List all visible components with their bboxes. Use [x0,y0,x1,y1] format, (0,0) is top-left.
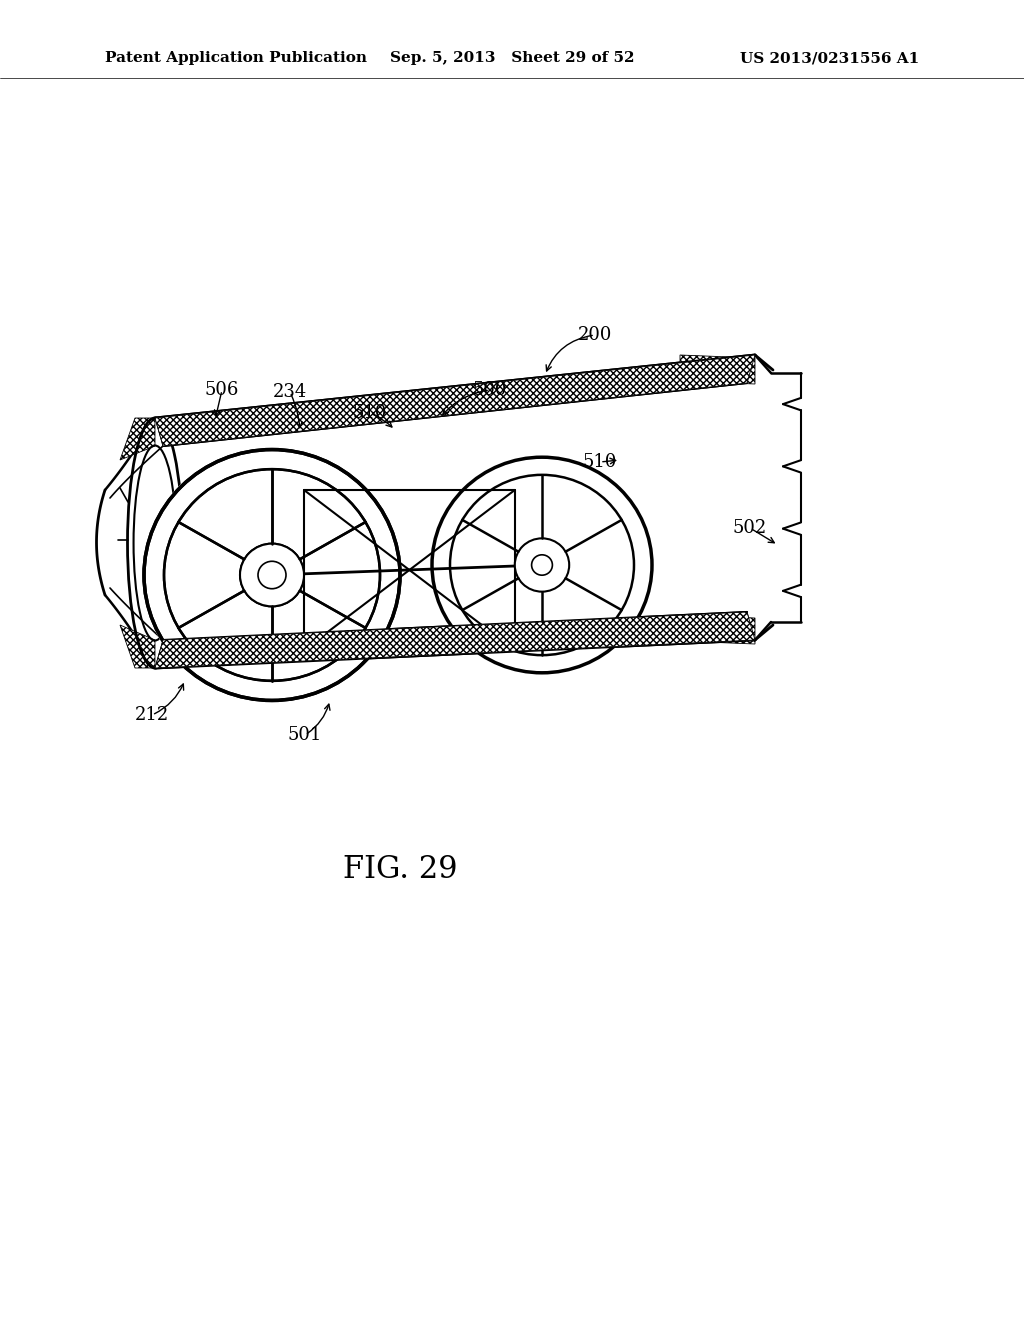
Ellipse shape [531,554,552,576]
Text: 500: 500 [473,381,507,399]
Ellipse shape [258,561,286,589]
Ellipse shape [240,544,304,606]
Polygon shape [120,418,155,459]
Ellipse shape [240,544,304,606]
Text: 506: 506 [205,381,240,399]
Polygon shape [155,612,755,668]
Text: Patent Application Publication: Patent Application Publication [105,51,367,65]
Polygon shape [155,355,755,446]
Polygon shape [155,355,755,446]
Text: 510: 510 [583,453,617,471]
Polygon shape [680,355,755,384]
Text: 212: 212 [135,706,169,723]
Ellipse shape [258,561,286,589]
Text: 501: 501 [288,726,323,744]
Text: Sep. 5, 2013   Sheet 29 of 52: Sep. 5, 2013 Sheet 29 of 52 [390,51,634,65]
Text: 234: 234 [272,383,307,401]
Ellipse shape [430,455,654,675]
Text: 502: 502 [733,519,767,537]
Polygon shape [155,612,755,668]
Text: 510: 510 [353,404,387,422]
Text: FIG. 29: FIG. 29 [343,854,458,886]
Text: 200: 200 [578,326,612,345]
Polygon shape [680,615,755,644]
Polygon shape [120,624,155,668]
Text: US 2013/0231556 A1: US 2013/0231556 A1 [739,51,919,65]
Ellipse shape [142,447,402,702]
Ellipse shape [515,539,569,591]
